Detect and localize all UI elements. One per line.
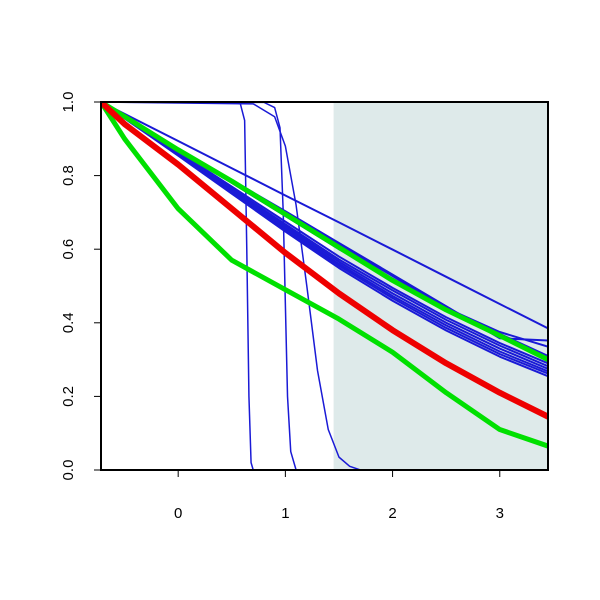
y-tick-label: 1.0 xyxy=(60,92,77,113)
y-axis: 0.0 0.2 0.4 0.6 0.8 1.0 xyxy=(60,92,101,481)
y-tick-label: 0.6 xyxy=(60,239,77,260)
y-tick-label: 0.2 xyxy=(60,386,77,407)
x-tick-label: 2 xyxy=(388,505,396,522)
y-tick-label: 0.4 xyxy=(60,312,77,333)
x-tick-label: 3 xyxy=(496,505,504,522)
series-line-10 xyxy=(101,102,548,378)
y-tick-label: 0.0 xyxy=(60,460,77,481)
x-tick-label: 1 xyxy=(281,505,289,522)
series-line-15 xyxy=(101,102,548,363)
x-tick-label: 0 xyxy=(174,505,182,522)
series-line-13 xyxy=(101,102,548,470)
series-line-14 xyxy=(101,102,548,449)
series-line-1 xyxy=(101,102,548,330)
plot-frame xyxy=(100,101,549,471)
series-line-12 xyxy=(101,102,548,470)
series-line-5 xyxy=(101,102,548,365)
series-line-16 xyxy=(101,102,548,420)
x-axis: 0 1 2 3 xyxy=(174,470,504,522)
shaded-region xyxy=(333,102,548,470)
y-tick-label: 0.8 xyxy=(60,165,77,186)
